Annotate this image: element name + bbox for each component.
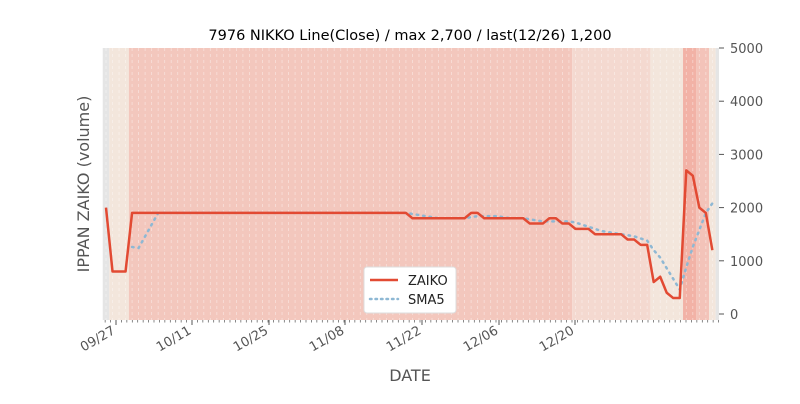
x-tick-label: 10/25 bbox=[231, 323, 271, 355]
x-tick-label: 11/08 bbox=[307, 323, 347, 355]
y-tick-label: 1000 bbox=[730, 255, 763, 270]
background-band bbox=[572, 48, 651, 320]
x-tick-label: 09/27 bbox=[78, 323, 118, 355]
zaiko-line bbox=[104, 169, 714, 300]
background-band bbox=[709, 48, 716, 320]
background-band bbox=[715, 48, 719, 320]
x-tick-label: 11/22 bbox=[384, 323, 424, 355]
y-tick-label: 3000 bbox=[730, 148, 763, 163]
y-tick-label: 0 bbox=[730, 308, 738, 323]
y-axis-label: IPPAN ZAIKO (volume) bbox=[74, 96, 93, 273]
legend-sma5-label: SMA5 bbox=[408, 293, 445, 308]
background-band bbox=[650, 48, 684, 320]
y-tick-label: 5000 bbox=[730, 42, 763, 57]
legend-box bbox=[363, 266, 457, 314]
background-bands bbox=[102, 48, 719, 320]
background-band bbox=[128, 48, 573, 320]
chart-title: 7976 NIKKO Line(Close) / max 2,700 / las… bbox=[208, 28, 611, 44]
background-band bbox=[683, 48, 697, 320]
y-tick-label: 4000 bbox=[730, 95, 763, 110]
x-tick-label: 12/06 bbox=[461, 323, 501, 355]
legend-zaiko-label: ZAIKO bbox=[408, 274, 448, 289]
series-lines bbox=[104, 169, 714, 300]
legend: ZAIKO SMA5 bbox=[363, 266, 457, 314]
x-tick-label: 10/11 bbox=[154, 323, 194, 355]
x-tick-label: 12/20 bbox=[537, 323, 577, 355]
x-axis: 09/27 10/11 10/25 11/08 11/22 12/06 12/20 bbox=[78, 320, 719, 355]
x-axis-label: DATE bbox=[389, 366, 431, 385]
background-band bbox=[109, 48, 129, 320]
y-tick-label: 2000 bbox=[730, 202, 763, 217]
background-band bbox=[696, 48, 710, 320]
background-band bbox=[102, 48, 110, 320]
y-axis: 0 1000 2000 3000 4000 5000 bbox=[719, 42, 763, 323]
